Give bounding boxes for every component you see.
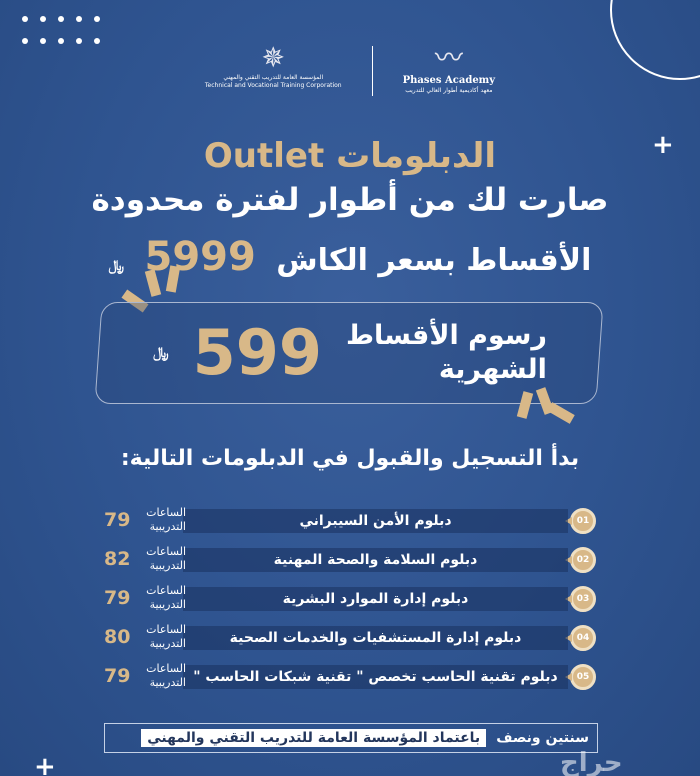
diploma-name: دبلوم السلامة والصحة المهنية <box>183 548 568 572</box>
haraj-watermark: حراج <box>560 748 623 776</box>
bird-calligraphy-icon: 〰 <box>434 41 463 74</box>
hours-label: الساعات التدريبية <box>146 623 186 650</box>
currency-icon: ﷼ <box>108 258 125 274</box>
cash-label: الأقساط بسعر الكاش <box>276 243 592 278</box>
hours-value: 79 <box>104 587 131 609</box>
diploma-item: 05 دبلوم تقنية الحاسب تخصص " تقنية شبكات… <box>0 662 700 692</box>
number-badge: 05 <box>565 664 596 690</box>
hours-value: 80 <box>104 626 131 648</box>
number-badge: 02 <box>565 547 596 573</box>
monthly-price-value: 599 <box>192 316 323 389</box>
phases-name-ar: معهد أكاديمية أطوار العالي للتدريب <box>405 87 493 94</box>
diploma-item: 03 دبلوم إدارة الموارد البشرية الساعات ال… <box>0 584 700 614</box>
duration-text: سنتين ونصف <box>496 730 589 746</box>
diploma-name: دبلوم إدارة الموارد البشرية <box>183 587 568 611</box>
headline-subtitle: صارت لك من أطوار لفترة محدودة <box>91 182 609 218</box>
diploma-item: 01 دبلوم الأمن السيبراني الساعات التدريبي… <box>0 506 700 536</box>
hours-label: الساعات التدريبية <box>146 545 186 572</box>
tvtc-name-en: Technical and Vocational Training Corpor… <box>204 81 342 89</box>
hours-value: 79 <box>104 509 131 531</box>
diploma-name: دبلوم تقنية الحاسب تخصص " تقنية شبكات ال… <box>183 665 568 689</box>
headline-title: الدبلومات Outlet <box>203 136 497 176</box>
hours-label: الساعات التدريبية <box>146 506 186 533</box>
tvtc-logo: ✵ المؤسسة العامة للتدريب التقني والمهني … <box>205 42 342 90</box>
tvtc-name-ar: المؤسسة العامة للتدريب التقني والمهني <box>223 74 324 81</box>
burst-decoration <box>547 402 575 424</box>
monthly-price: رسوم الأقساط الشهرية 599 ﷼ <box>120 316 580 389</box>
decorative-dots <box>22 16 112 44</box>
phases-academy-logo: 〰 Phases Academy معهد أكاديمية أطوار الع… <box>403 42 495 95</box>
cash-price: 5999 <box>144 234 256 280</box>
monthly-label-line2: الشهرية <box>438 353 547 385</box>
diplomas-heading: بدأ التسجيل والقبول في الدبلومات التالية… <box>120 446 580 471</box>
diploma-item: 04 دبلوم إدارة المستشفيات والخدمات الصحي… <box>0 623 700 653</box>
plus-icon: + <box>34 752 56 776</box>
diploma-name: دبلوم إدارة المستشفيات والخدمات الصحية <box>183 626 568 650</box>
hours-label: الساعات التدريبية <box>146 662 186 689</box>
diploma-item: 02 دبلوم السلامة والصحة المهنية الساعات ا… <box>0 545 700 575</box>
diploma-name: دبلوم الأمن السيبراني <box>183 509 568 533</box>
tvtc-emblem-icon: ✵ <box>261 41 285 74</box>
hours-value: 79 <box>104 665 131 687</box>
logos: ✵ المؤسسة العامة للتدريب التقني والمهني … <box>0 42 700 96</box>
hours-label: الساعات التدريبية <box>146 584 186 611</box>
accreditation-text: باعتماد المؤسسة العامة للتدريب التقني وا… <box>141 729 487 747</box>
phases-name-en: Phases Academy <box>402 75 496 86</box>
plus-icon: + <box>652 130 674 160</box>
cash-price-line: الأقساط بسعر الكاش 5999 ﷼ <box>0 234 700 280</box>
number-badge: 04 <box>565 625 596 651</box>
currency-icon: ﷼ <box>153 344 169 361</box>
number-badge: 03 <box>565 586 596 612</box>
footer-box: سنتين ونصف باعتماد المؤسسة العامة للتدري… <box>104 723 598 753</box>
number-badge: 01 <box>565 508 596 534</box>
monthly-label-line1: رسوم الأقساط <box>346 319 547 351</box>
logo-divider <box>371 46 373 96</box>
hours-value: 82 <box>104 548 131 570</box>
